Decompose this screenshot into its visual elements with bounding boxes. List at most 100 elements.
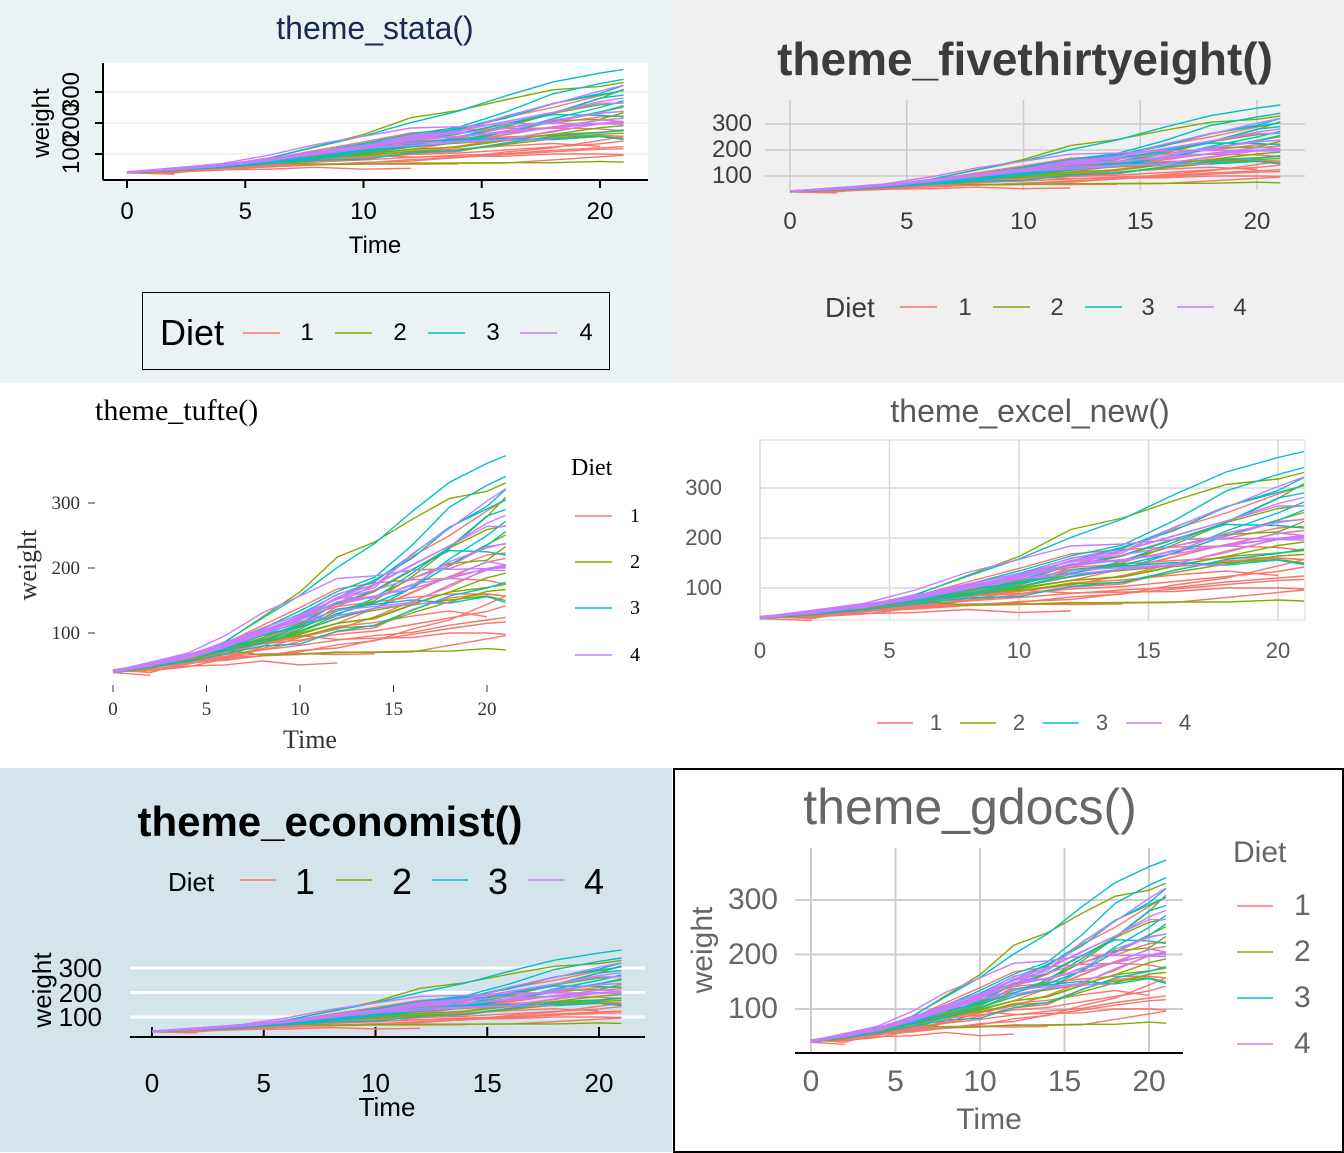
stata-y-axis-label: weight: [28, 88, 55, 158]
gdocs-legend-title: Diet: [1233, 836, 1287, 869]
econ-x-tick-label: 10: [361, 1068, 390, 1098]
excel-x-tick-label: 5: [883, 638, 896, 663]
excel-series-line-diet-1: [759, 617, 812, 622]
excel-series-line-diet-4: [759, 537, 1304, 618]
econ-legend-label: 2: [391, 861, 413, 902]
fte-y-tick-label: 300: [711, 110, 752, 137]
tufte-series-line-diet-4: [112, 567, 506, 672]
panel-gdocs-bg: [673, 768, 1344, 1153]
tufte-series-line-diet-3: [112, 520, 507, 672]
tufte-series-line-diet-1: [112, 616, 506, 673]
stata-legend-label: 1: [300, 319, 314, 346]
tufte-legend-label: 3: [630, 597, 640, 619]
tufte-x-tick-label: 20: [477, 699, 497, 720]
gdocs-series-line-diet-1: [810, 1041, 845, 1046]
fte-x-tick-label: 0: [783, 208, 797, 235]
fte-series-line-diet-3: [789, 155, 1281, 192]
stata-title: theme_stata(): [276, 10, 474, 46]
tufte-legend-label: 1: [630, 505, 640, 527]
tufte-series-line-diet-3: [112, 475, 507, 673]
tufte-series-line-diet-4: [112, 525, 506, 673]
excel-plot-border: [759, 439, 1306, 621]
gdocs-legend-label: 3: [1294, 981, 1311, 1014]
stata-x-tick-label: 0: [120, 198, 134, 225]
tufte-series-line-diet-3: [112, 581, 506, 673]
excel-series-line-diet-4: [759, 505, 1304, 619]
fte-legend-label: 2: [1050, 294, 1064, 321]
excel-legend-label: 4: [1178, 710, 1192, 735]
tufte-x-tick-label: 5: [201, 699, 212, 720]
stata-x-tick-label: 15: [468, 198, 496, 225]
tufte-y-tick-label: 300: [51, 492, 81, 514]
tufte-y-tick-label: 200: [51, 557, 81, 579]
excel-x-tick-label: 10: [1006, 638, 1032, 663]
excel-x-tick-label: 20: [1265, 638, 1291, 663]
gdocs-y-tick-label: 100: [727, 992, 778, 1025]
gdocs-x-tick-label: 20: [1132, 1065, 1166, 1098]
stata-legend-box: [142, 292, 610, 370]
stata-y-tick-label: 300: [58, 71, 85, 113]
tufte-legend-title: Diet: [571, 455, 613, 481]
gdocs-series-line-diet-1: [810, 995, 1166, 1042]
econ-x-tick-label: 5: [256, 1068, 271, 1098]
tufte-y-axis-label: weight: [13, 529, 42, 601]
econ-y-tick-label: 200: [58, 977, 102, 1008]
gdocs-x-tick-label: 15: [1047, 1065, 1082, 1098]
gdocs-legend-label: 2: [1294, 935, 1311, 968]
econ-x-tick-label: 0: [144, 1068, 160, 1098]
excel-series-line-diet-4: [759, 518, 1304, 619]
excel-series-line-diet-3: [759, 548, 1305, 619]
econ-x-tick-label: 15: [472, 1068, 502, 1098]
tufte-series-line-diet-4: [112, 488, 507, 674]
excel-y-tick-label: 200: [685, 525, 722, 550]
tufte-x-tick-label: 0: [108, 699, 118, 720]
tufte-series-line-diet-2: [112, 595, 506, 672]
tufte-series-line-diet-4: [112, 542, 506, 673]
econ-legend-label: 4: [583, 861, 605, 902]
fte-legend-label: 3: [1141, 294, 1155, 321]
excel-series-line-diet-3: [759, 466, 1305, 619]
gdocs-y-tick-label: 200: [727, 937, 778, 971]
stata-legend-title: Diet: [160, 312, 225, 353]
gdocs-y-tick-label: 300: [727, 883, 778, 916]
stata-x-tick-label: 5: [238, 198, 252, 225]
excel-title: theme_excel_new(): [890, 393, 1170, 429]
fte-legend-label: 1: [958, 294, 972, 321]
fte-x-tick-label: 5: [900, 208, 914, 235]
gdocs-y-axis-label: weight: [686, 906, 719, 994]
stata-x-axis-label: Time: [348, 232, 402, 259]
stata-legend-label: 2: [393, 319, 407, 346]
gdocs-series-line-diet-4: [810, 933, 1166, 1043]
gdocs-legend-label: 4: [1294, 1027, 1311, 1060]
econ-title: theme_economist(): [137, 798, 523, 845]
excel-y-tick-label: 100: [685, 575, 722, 600]
stata-x-tick-label: 10: [350, 198, 377, 225]
gdocs-series-line-diet-3: [810, 877, 1167, 1042]
econ-legend-label: 1: [294, 861, 316, 902]
tufte-legend-label: 2: [630, 551, 640, 573]
stata-series-line-diet-3: [126, 129, 624, 173]
tufte-legend-label: 4: [630, 644, 640, 666]
tufte-x-axis-label: Time: [283, 725, 337, 754]
tufte-series-line-diet-4: [112, 543, 506, 673]
stata-legend-label: 4: [579, 319, 593, 346]
excel-series-line-diet-2: [759, 558, 1304, 618]
gdocs-legend-label: 1: [1294, 889, 1311, 922]
econ-x-tick-label: 20: [584, 1068, 614, 1098]
gdocs-series-line-diet-3: [810, 965, 1167, 1042]
excel-series-line-diet-3: [759, 501, 1305, 618]
fte-y-tick-label: 200: [711, 136, 752, 163]
gdocs-x-tick-label: 10: [963, 1065, 997, 1098]
gdocs-x-axis-label: Time: [956, 1103, 1022, 1136]
gdocs-series-line-diet-2: [810, 977, 1167, 1042]
econ-series-line-diet-3: [151, 997, 622, 1033]
econ-legend-title: Diet: [168, 867, 215, 897]
excel-y-tick-label: 300: [685, 475, 722, 500]
econ-series-line-diet-4: [151, 976, 622, 1033]
econ-y-tick-label: 100: [58, 1002, 102, 1032]
fte-legend-label: 4: [1233, 294, 1247, 321]
gdocs-title: theme_gdocs(): [803, 779, 1137, 835]
fte-y-tick-label: 100: [711, 162, 752, 189]
gdocs-x-tick-label: 5: [887, 1065, 904, 1098]
panel-fivethirtyeight-bg: [672, 0, 1344, 383]
